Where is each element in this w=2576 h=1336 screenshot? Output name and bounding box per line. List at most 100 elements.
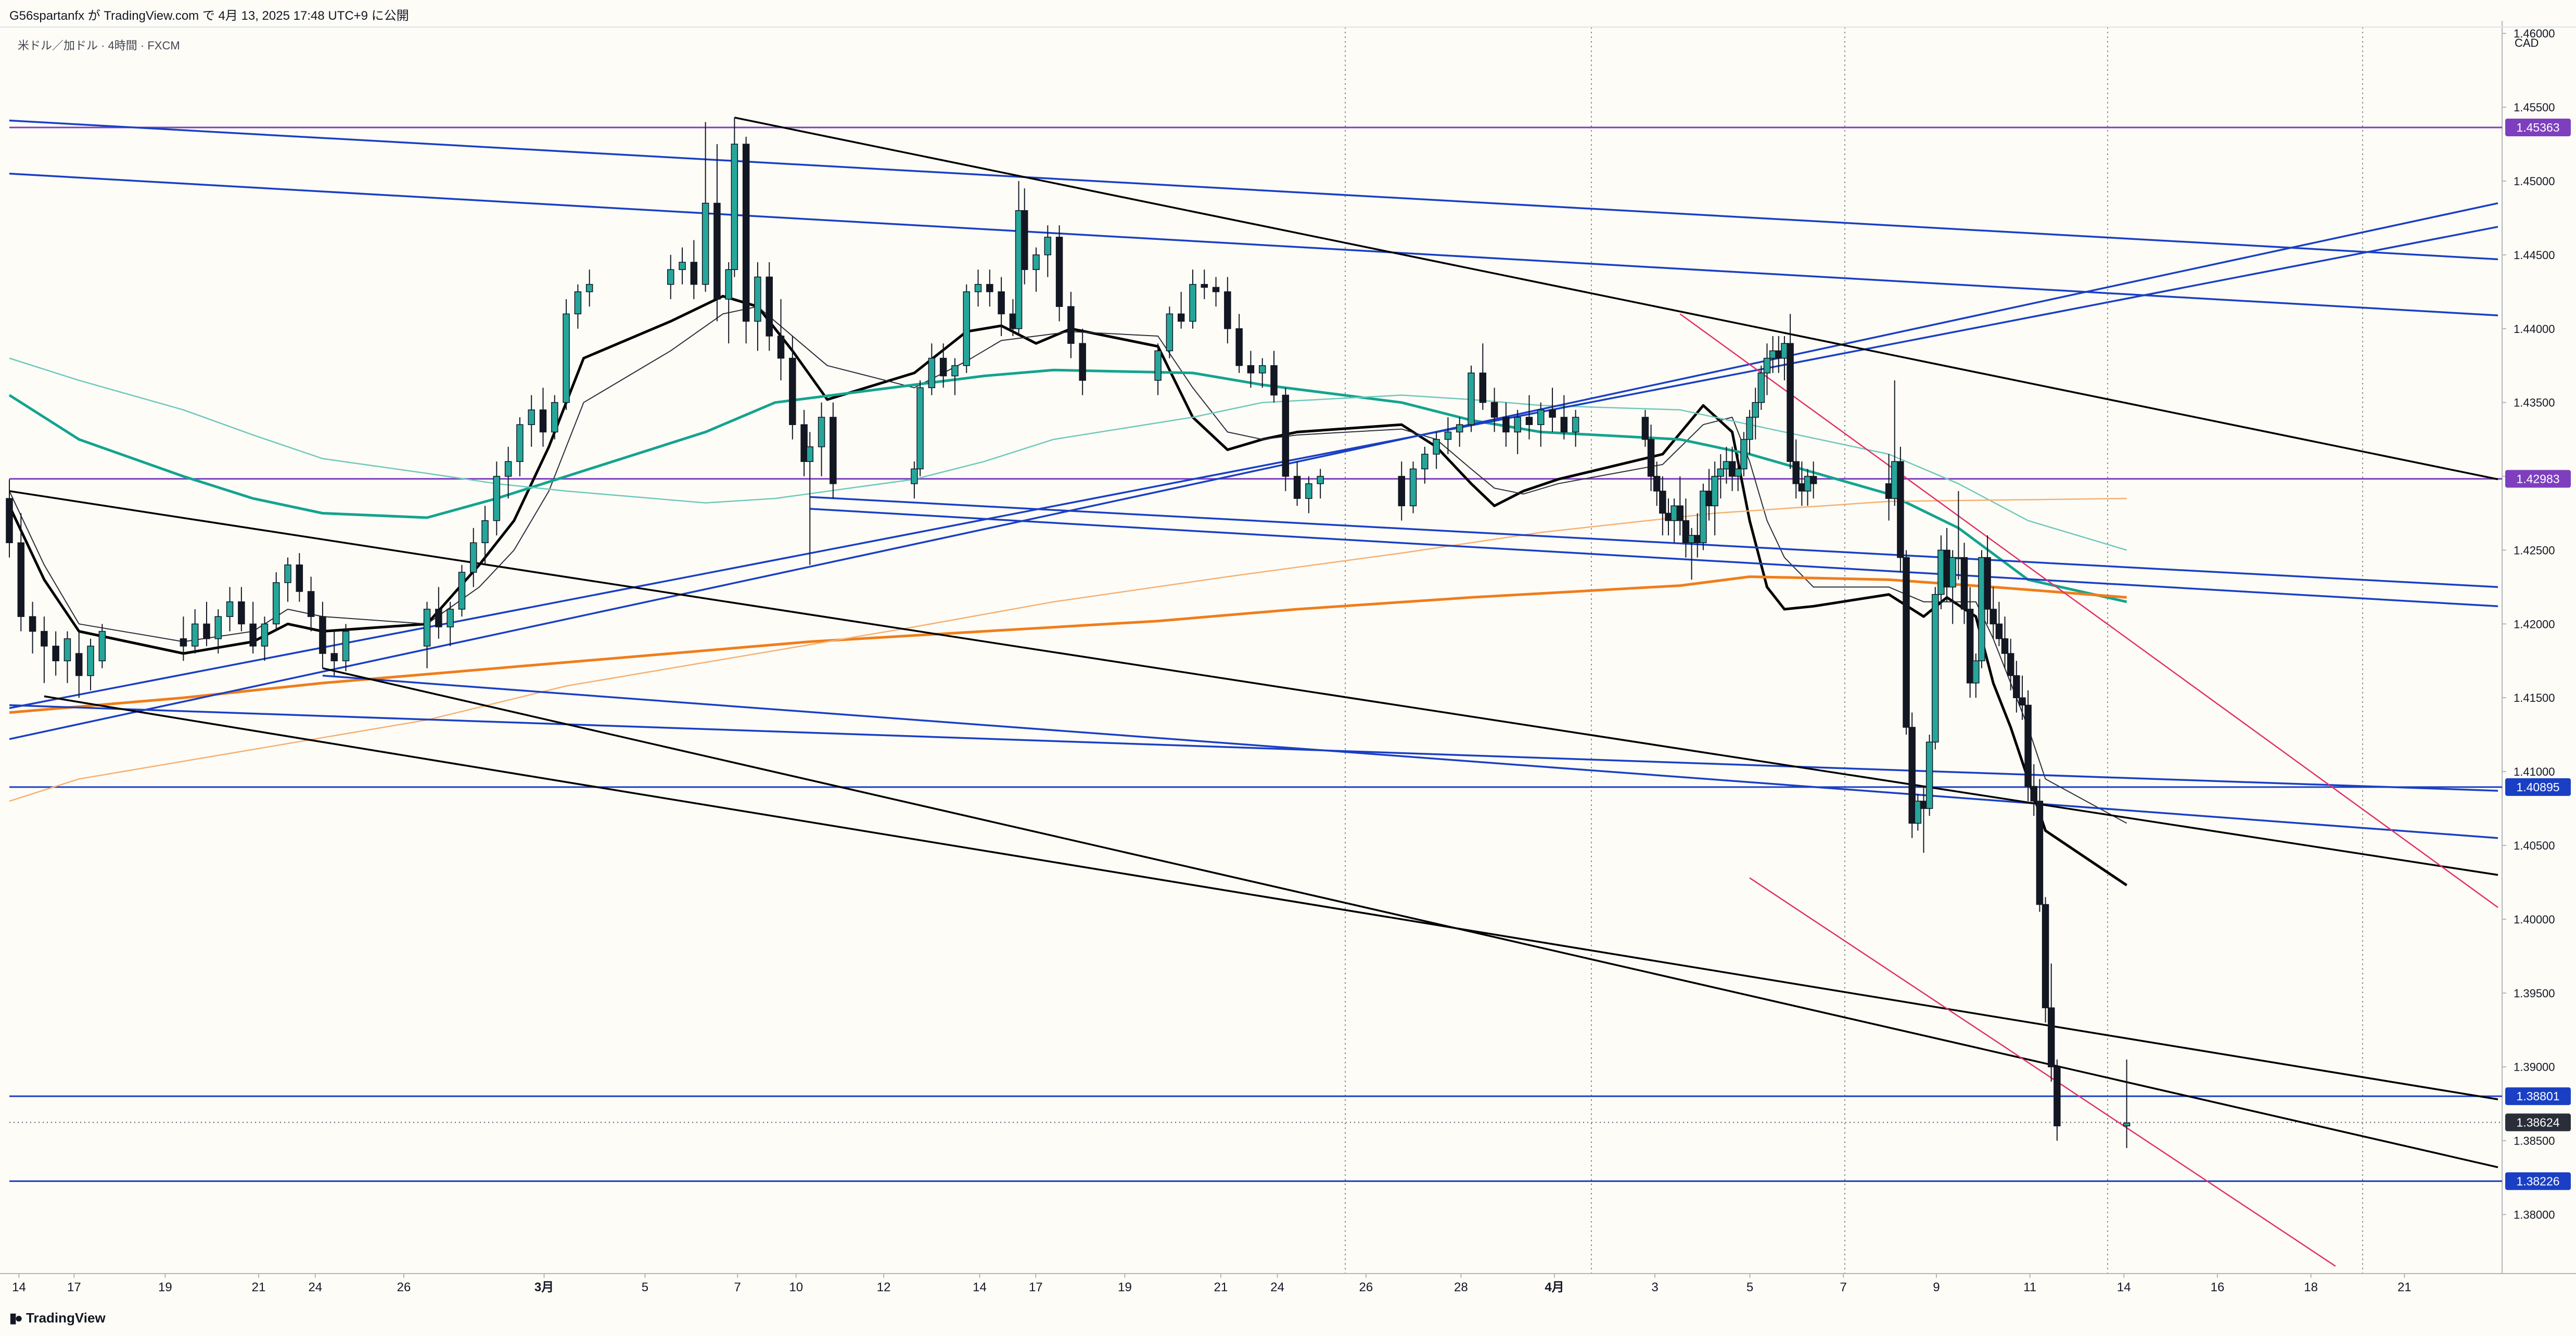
x-axis-ticks: 14 17 19 21 24 26 3月 5 7 10 12 14 17 19 21 24 26 28 4月 3 5 7 9… [12,1274,2412,1294]
candle [1925,735,1933,816]
candle [1932,587,1939,750]
price-label-current: 1.38624 [2505,1113,2571,1132]
svg-text:1.38226: 1.38226 [2516,1174,2559,1188]
candle [1224,277,1231,344]
candle [1943,528,1950,602]
candle [939,343,947,388]
x-tick-label: 24 [1270,1280,1284,1294]
candle [458,564,466,617]
candle [1653,461,1661,506]
candle [951,358,959,395]
candle [1317,469,1324,499]
candle [1212,277,1220,307]
trendline-blue[interactable] [9,704,2498,792]
x-tick-label: 5 [1746,1280,1753,1294]
candle [261,616,269,661]
trendline-blue[interactable] [810,496,2498,588]
candle [551,395,558,440]
candle [1949,550,1956,624]
price-label-purple: 1.42983 [2505,470,2571,488]
trendline-pink[interactable] [1679,313,2498,908]
y-tick-label: 1.44000 [2514,323,2555,336]
candle [98,624,106,669]
candle [504,446,512,499]
svg-text:1.40895: 1.40895 [2516,780,2559,794]
trendline-black[interactable] [322,667,2498,1168]
x-tick-label: 4月 [1545,1280,1564,1294]
candle [180,616,187,661]
candle [63,631,71,683]
candle [1920,786,1928,853]
candle [1398,461,1405,521]
trendline-black[interactable] [734,117,2498,480]
x-tick-label: 12 [877,1280,891,1294]
x-tick-label: 14 [2117,1280,2131,1294]
candle [1067,291,1075,358]
candle [1421,446,1429,484]
candle [1978,550,1985,669]
candle [1903,550,1910,735]
moving-average-black-thick [8,294,2127,887]
x-tick-label: 10 [789,1280,803,1294]
candle [342,624,350,672]
candle [911,461,918,499]
x-tick-label: 21 [1214,1280,1228,1294]
x-tick-label: 9 [1933,1280,1940,1294]
candle [1670,498,1678,543]
candle [1514,409,1521,454]
candle [17,513,25,632]
candle [1728,446,1736,491]
svg-text:1.38624: 1.38624 [2516,1115,2559,1129]
trendline-black[interactable] [9,490,2498,876]
candle [1201,269,1208,300]
x-tick-label: 24 [308,1280,322,1294]
candle [1166,306,1174,358]
trendline-black[interactable] [44,695,2498,1100]
y-tick-label: 1.45000 [2514,175,2555,188]
x-tick-label: 5 [642,1280,648,1294]
candle [1490,388,1498,432]
x-tick-label: 28 [1454,1280,1468,1294]
candle [1757,365,1765,410]
y-tick-label: 1.41500 [2514,691,2555,704]
candle [1665,498,1672,536]
symbol-title: 米ドル／加ドル · 4時間 · FXCM [18,39,180,52]
candle [1154,343,1162,395]
candle [1647,425,1655,491]
candle [528,395,535,447]
trendline-pink[interactable] [1749,877,2336,1267]
candle [1456,417,1463,447]
trendline-blue[interactable] [9,173,2498,316]
candle [1572,409,1579,447]
tradingview-brand[interactable]: ▮● TradingView [9,1310,106,1326]
candle [319,601,326,669]
trendline-blue[interactable] [810,508,2498,608]
x-tick-label: 7 [734,1280,741,1294]
trendline-blue[interactable] [9,202,2498,740]
candle [1549,388,1556,432]
candle [1235,314,1243,373]
candle [818,402,825,477]
y-tick-label: 1.43500 [2514,396,2555,409]
candle [1787,314,1794,469]
trendline-blue[interactable] [322,674,2498,839]
candle [1247,351,1255,388]
candle [423,601,431,669]
candle [191,609,199,654]
candle [1752,388,1759,440]
candle [1960,543,1968,624]
candle [1537,402,1545,447]
x-tick-label: 3 [1651,1280,1658,1294]
candle [1021,188,1028,285]
x-tick-label: 16 [2211,1280,2225,1294]
moving-averages [8,294,2127,887]
candle [1177,291,1185,329]
candle [1711,461,1718,536]
candle [435,587,442,639]
candle [1809,461,1817,499]
trendline-blue[interactable] [9,119,2498,261]
candle [690,240,698,300]
x-tick-label: 17 [1029,1280,1043,1294]
candle [1746,409,1753,454]
